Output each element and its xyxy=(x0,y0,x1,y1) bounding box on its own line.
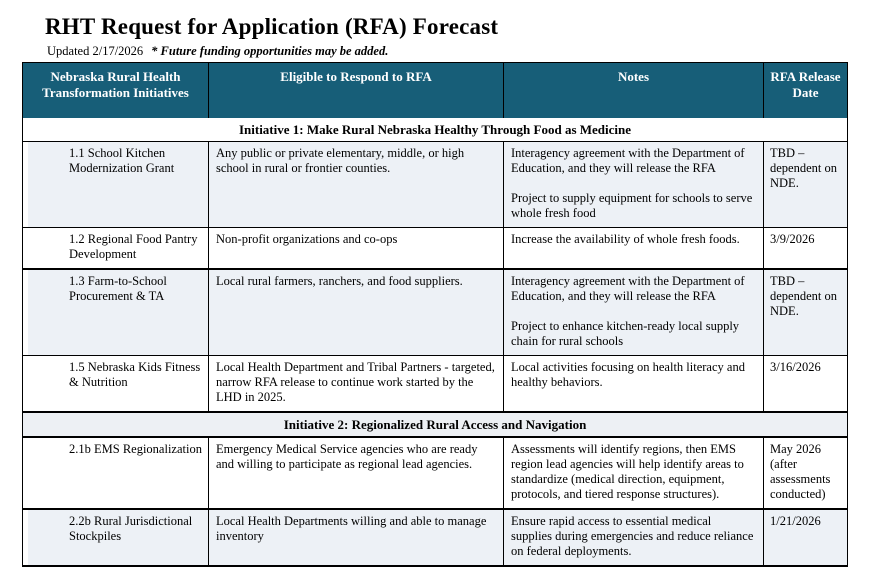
initiative-cell: 1.2 Regional Food Pantry Development xyxy=(23,228,209,268)
future-funding-note: * Future funding opportunities may be ad… xyxy=(151,44,389,58)
table-row: 1.5 Nebraska Kids Fitness & Nutrition Loc… xyxy=(23,355,847,411)
table-row: 2.1b EMS Regionalization Emergency Medica… xyxy=(23,438,847,508)
initiative-cell: 1.1 School Kitchen Modernization Grant xyxy=(23,142,209,227)
eligible-cell: Local Health Departments willing and abl… xyxy=(209,510,504,565)
table-body: Initiative 1: Make Rural Nebraska Health… xyxy=(23,118,847,565)
table-row: 1.2 Regional Food Pantry Development Non-… xyxy=(23,227,847,268)
column-header-initiatives: Nebraska Rural Health Transformation Ini… xyxy=(23,63,209,118)
column-header-notes: Notes xyxy=(504,63,764,118)
table-row: 2.2b Rural Jurisdictional Stockpiles Loca… xyxy=(23,508,847,565)
notes-cell: Local activities focusing on health lite… xyxy=(504,356,764,411)
eligible-cell: Non-profit organizations and co-ops xyxy=(209,228,504,268)
notes-paragraph: Assessments will identify regions, then … xyxy=(511,442,744,501)
eligible-cell: Emergency Medical Service agencies who a… xyxy=(209,438,504,508)
notes-paragraph: Increase the availability of whole fresh… xyxy=(511,232,740,246)
notes-cell: Ensure rapid access to essential medical… xyxy=(504,510,764,565)
notes-cell: Interagency agreement with the Departmen… xyxy=(504,142,764,227)
initiative-cell: 2.2b Rural Jurisdictional Stockpiles xyxy=(23,510,209,565)
initiative-cell: 1.5 Nebraska Kids Fitness & Nutrition xyxy=(23,356,209,411)
eligible-cell: Local rural farmers, ranchers, and food … xyxy=(209,270,504,355)
notes-paragraph: Interagency agreement with the Departmen… xyxy=(511,274,745,303)
initiative-band: Initiative 1: Make Rural Nebraska Health… xyxy=(238,122,632,137)
release-date-cell: 3/16/2026 xyxy=(770,360,821,374)
release-date-cell: May 2026 (after assessments conducted) xyxy=(770,442,831,501)
initiative-cell: 2.1b EMS Regionalization xyxy=(23,438,209,508)
updated-date-label: Updated 2/17/2026 xyxy=(47,44,144,58)
release-date-cell: TBD – dependent on NDE. xyxy=(770,146,837,190)
table-row: 1.3 Farm-to-School Procurement & TA Local… xyxy=(23,268,847,355)
page-subtitle: Updated 2/17/2026 * Future funding opport… xyxy=(47,44,388,59)
notes-cell: Assessments will identify regions, then … xyxy=(504,438,764,508)
eligible-cell: Local Health Department and Tribal Partn… xyxy=(209,356,504,411)
notes-paragraph: Project to supply equipment for schools … xyxy=(511,191,753,220)
notes-paragraph: Local activities focusing on health lite… xyxy=(511,360,745,389)
initiative-cell: 1.3 Farm-to-School Procurement & TA xyxy=(23,270,209,355)
release-date-cell: 1/21/2026 xyxy=(770,514,821,528)
column-header-eligible: Eligible to Respond to RFA xyxy=(209,63,504,118)
table-header-row: Nebraska Rural Health Transformation Ini… xyxy=(23,63,847,118)
initiative-band: Initiative 2: Regionalized Rural Access … xyxy=(23,411,847,438)
page-title: RHT Request for Application (RFA) Foreca… xyxy=(45,14,499,39)
table-row: 1.1 School Kitchen Modernization Grant An… xyxy=(23,141,847,227)
eligible-cell: Any public or private elementary, middle… xyxy=(209,142,504,227)
notes-paragraph: Interagency agreement with the Departmen… xyxy=(511,146,745,175)
notes-paragraph: Ensure rapid access to essential medical… xyxy=(511,514,754,558)
notes-paragraph: Project to enhance kitchen-ready local s… xyxy=(511,319,740,348)
release-date-cell: TBD – dependent on NDE. xyxy=(770,274,837,318)
release-date-cell: 3/9/2026 xyxy=(770,232,815,246)
notes-cell: Increase the availability of whole fresh… xyxy=(504,228,764,268)
column-header-release-date: RFA Release Date xyxy=(770,69,841,100)
rfa-forecast-table: Nebraska Rural Health Transformation Ini… xyxy=(22,62,848,567)
notes-cell: Interagency agreement with the Departmen… xyxy=(504,270,764,355)
